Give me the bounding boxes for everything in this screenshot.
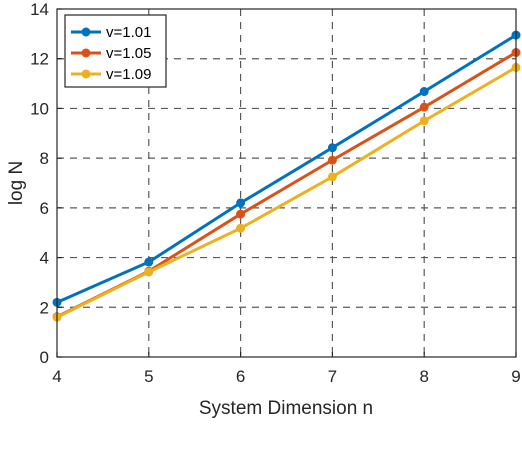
series-v=1.01 — [52, 30, 521, 307]
x-tick-label: 5 — [144, 367, 153, 386]
legend-label: v=1.09 — [106, 66, 151, 83]
data-point — [236, 223, 246, 233]
x-tick-label: 7 — [328, 367, 337, 386]
data-point — [144, 267, 154, 277]
y-tick-label: 6 — [40, 199, 49, 218]
series-group — [52, 30, 521, 322]
x-tick-label: 6 — [236, 367, 245, 386]
data-point — [144, 257, 154, 267]
series-line — [56, 51, 517, 319]
data-point — [327, 172, 337, 182]
plot-frame — [56, 8, 517, 358]
y-axis-label: log N — [6, 161, 27, 205]
data-point — [327, 143, 337, 153]
series-v=1.05 — [52, 48, 521, 322]
y-tick-label: 2 — [40, 298, 49, 317]
data-point — [236, 198, 246, 208]
x-tick-label: 9 — [511, 367, 520, 386]
y-tick-label: 10 — [30, 99, 49, 118]
axis-ticks — [56, 8, 517, 358]
data-point — [327, 155, 337, 165]
data-point — [236, 209, 246, 219]
x-tick-label: 8 — [419, 367, 428, 386]
legend-label: v=1.01 — [106, 24, 151, 41]
x-tick-label: 4 — [52, 367, 61, 386]
data-point — [419, 87, 429, 97]
legend-label: v=1.05 — [106, 45, 151, 62]
series-line — [56, 33, 517, 304]
legend: v=1.01 v=1.05 v=1.09 — [64, 14, 167, 88]
legend-swatch-marker — [81, 48, 91, 58]
y-tick-label: 0 — [40, 348, 49, 367]
y-tick-label: 4 — [40, 249, 49, 268]
x-axis-label: System Dimension n — [199, 398, 373, 419]
y-tick-label: 12 — [30, 50, 49, 69]
series-v=1.09 — [52, 62, 521, 322]
y-tick-label: 8 — [40, 149, 49, 168]
data-point — [419, 116, 429, 126]
x-tick-labels: 4 5 6 7 8 9 — [52, 367, 520, 386]
series-line — [56, 66, 517, 319]
grid — [57, 9, 516, 357]
y-tick-labels: 0 2 4 6 8 10 12 14 — [30, 0, 49, 367]
legend-swatch-marker — [81, 69, 91, 79]
data-point — [419, 102, 429, 112]
y-tick-label: 14 — [30, 0, 49, 19]
legend-swatch-marker — [81, 27, 91, 37]
